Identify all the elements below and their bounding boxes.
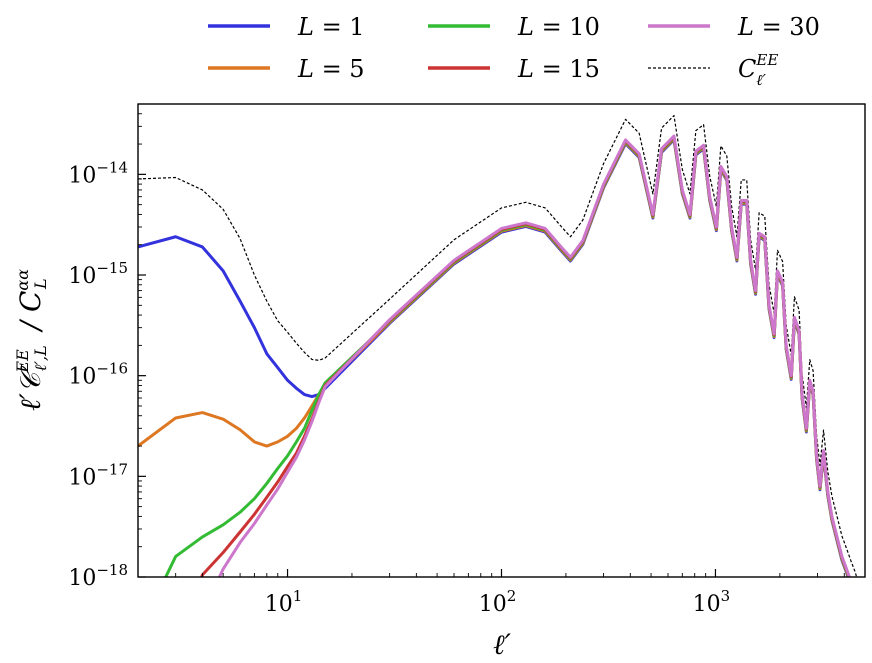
- x-axis-label: ℓ′: [493, 628, 512, 661]
- y-tick-label: 10−18: [68, 561, 128, 591]
- x-tick-label: 103: [693, 587, 731, 617]
- legend-label-2: L = 10: [517, 13, 600, 41]
- legend-label-3: L = 15: [517, 55, 600, 83]
- series-line-3: [199, 135, 851, 577]
- legend-label-4: L = 30: [737, 13, 820, 41]
- x-tick-label: 102: [479, 587, 517, 617]
- y-tick-label: 10−16: [68, 360, 128, 390]
- legend-label-1: L = 5: [297, 55, 365, 83]
- series-layer: [138, 114, 858, 577]
- x-tick-label: 101: [265, 587, 303, 617]
- y-tick-label: 10−15: [68, 259, 128, 289]
- series-line-1: [138, 137, 851, 577]
- axis-ticks: 101 102 103 10−18 10−17 10−16 10−15 10−14: [68, 103, 866, 617]
- legend-label-0: L = 1: [297, 13, 365, 41]
- series-line-5: [138, 114, 858, 577]
- legend-label-5: CEE ℓ′: [738, 51, 778, 89]
- series-line-0: [138, 138, 850, 577]
- y-tick-label: 10−14: [68, 158, 128, 188]
- legend: L = 1 L = 5 L = 10 L = 15 L = 30 CEE ℓ′: [208, 13, 820, 89]
- series-line-2: [164, 136, 851, 577]
- series-line-4: [217, 134, 851, 577]
- y-tick-label: 10−17: [68, 460, 128, 490]
- y-axis-label: ℓ′𝒞EEℓ′,L / CααL: [13, 269, 50, 411]
- svg-text:ℓ′𝒞EEℓ′,L / CααL: ℓ′𝒞EEℓ′,L / CααL: [13, 269, 50, 411]
